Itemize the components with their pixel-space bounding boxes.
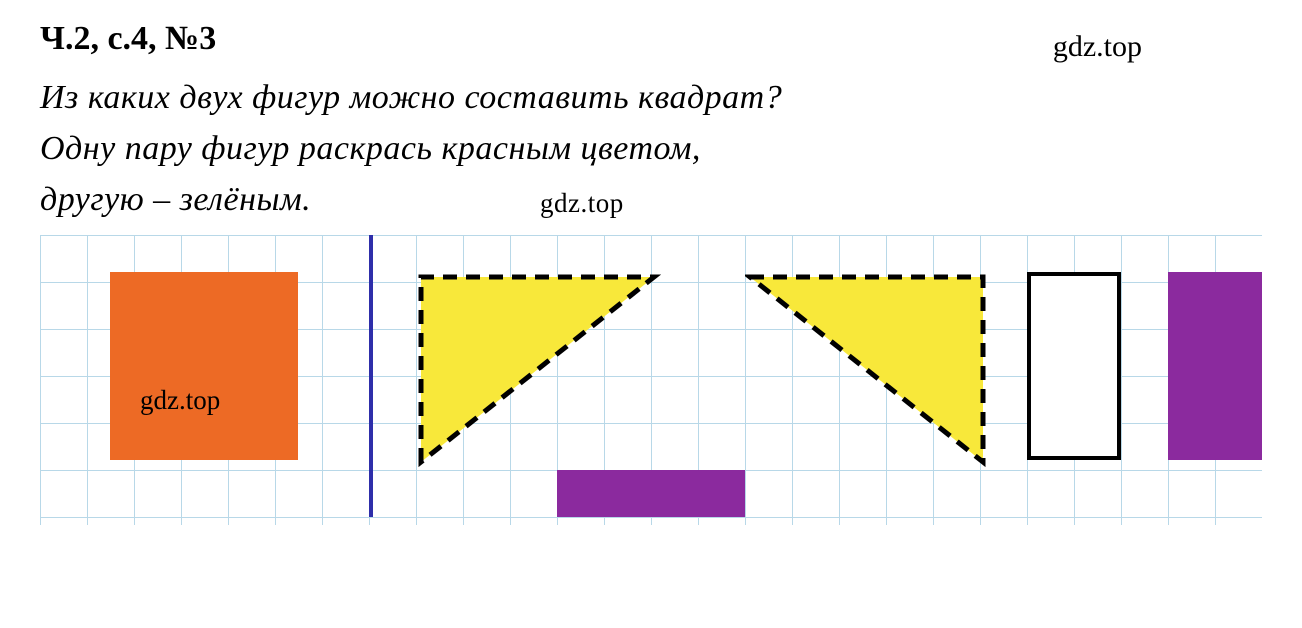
question-line-2: Одну пару фигур раскрась красным цветом,: [40, 130, 701, 167]
purple-rectangle-shape: [1168, 272, 1262, 460]
question-line-1: Из каких двух фигур можно составить квад…: [40, 79, 782, 116]
exercise-reference: Ч.2, с.4, №3: [40, 20, 216, 58]
orange-square-shape: [110, 272, 298, 460]
yellow-triangle-left-shape: [416, 272, 661, 472]
watermark-grid: gdz.top: [140, 385, 220, 416]
question-line-3: другую – зелёным.: [40, 181, 311, 218]
yellow-triangle-right-shape: [745, 272, 990, 472]
watermark-top: gdz.top: [1053, 30, 1142, 64]
purple-small-rectangle-shape: [557, 470, 745, 517]
blue-divider-line: [369, 235, 373, 517]
watermark-middle: gdz.top: [540, 183, 624, 224]
question-text: Из каких двух фигур можно составить квад…: [40, 72, 1262, 225]
white-rectangle-shape: [1027, 272, 1121, 460]
header-row: Ч.2, с.4, №3 gdz.top: [40, 20, 1262, 64]
figure-grid-area: gdz.top: [40, 235, 1262, 525]
